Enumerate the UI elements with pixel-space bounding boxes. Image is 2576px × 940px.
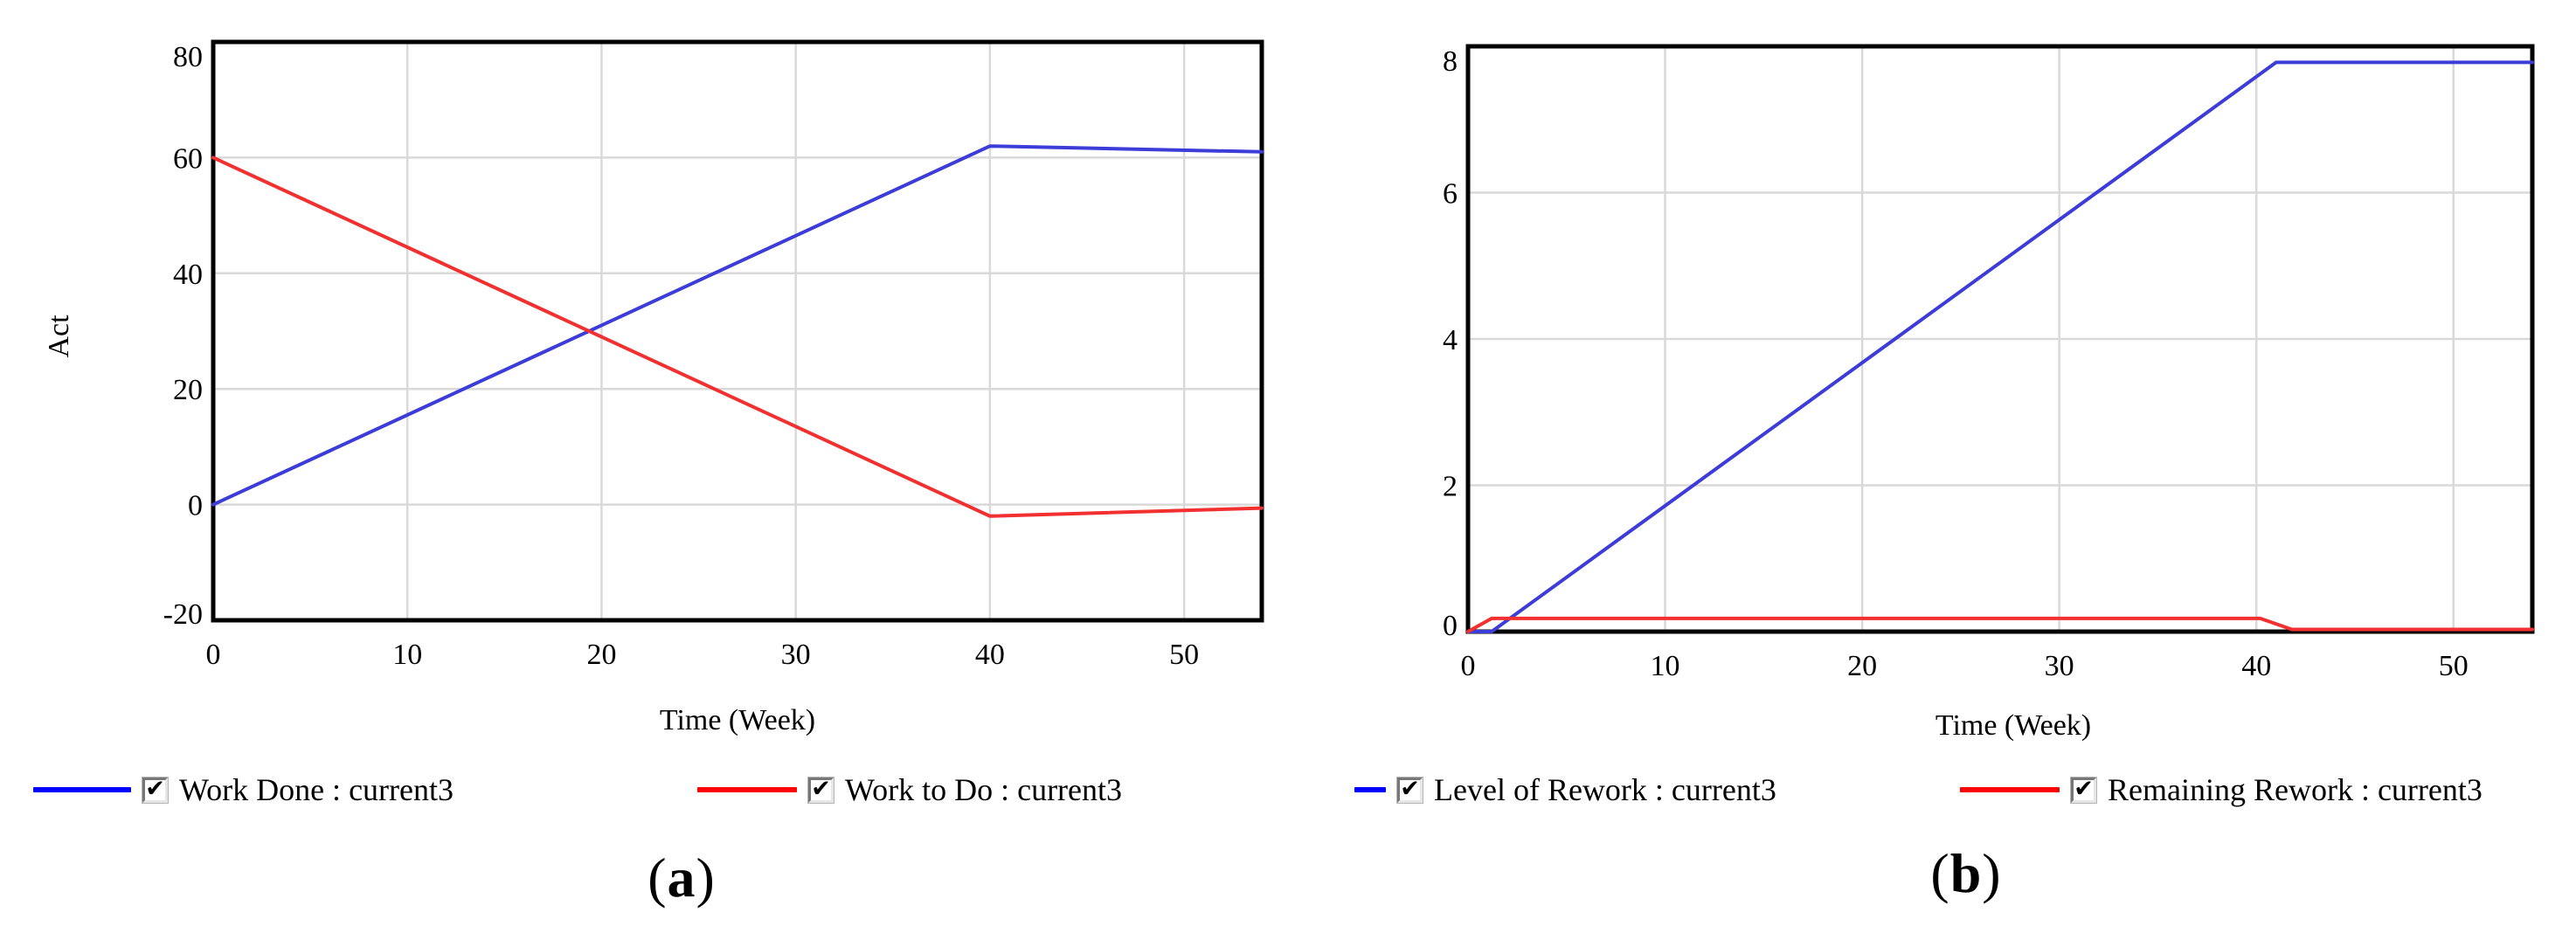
y-tick-label: -20 <box>163 598 203 631</box>
series-line <box>211 144 1264 507</box>
y-tick-label: 20 <box>173 374 203 406</box>
x-tick-label: 20 <box>586 639 616 671</box>
checkmark-icon: ✔ <box>811 775 831 803</box>
y-tick-label: 0 <box>1443 610 1458 642</box>
y-tick-label: 40 <box>173 259 203 291</box>
y-tick-label: 6 <box>1443 178 1458 211</box>
x-tick-label: 0 <box>1461 650 1476 682</box>
x-tick-label: 0 <box>206 639 221 671</box>
x-tick-label: 50 <box>1169 639 1199 671</box>
series-line <box>211 156 1264 518</box>
legend-label: Work to Do : current3 <box>845 772 1123 807</box>
y-tick-label: 8 <box>1443 45 1458 78</box>
legend-checkbox-level-of-rework[interactable]: ✔ <box>1396 775 1423 804</box>
y-tick-label: 4 <box>1443 324 1458 356</box>
legend-entry: ✔ Work Done : current3 <box>33 772 454 807</box>
plot-frame <box>211 39 1264 623</box>
series-line <box>1466 60 2534 633</box>
y-tick-label: 0 <box>188 490 203 522</box>
y-tick-label: 80 <box>173 41 203 73</box>
chart-panel-a: 0 10 20 30 40 50 80 60 40 20 0 -20 Act Time (Week) … <box>33 39 1264 909</box>
x-tick-label: 20 <box>1847 650 1877 682</box>
legend-checkbox-remaining-rework[interactable]: ✔ <box>2070 775 2097 804</box>
legend-entry: ✔ Level of Rework : current3 <box>1354 772 1776 807</box>
legend-checkbox-work-to-do[interactable]: ✔ <box>807 775 834 804</box>
y-axis-title: Act <box>43 314 75 358</box>
y-tick-label: 2 <box>1443 471 1458 503</box>
x-tick-label: 10 <box>1651 650 1680 682</box>
legend-checkbox-work-done[interactable]: ✔ <box>142 775 169 804</box>
x-tick-label: 40 <box>975 639 1005 671</box>
x-tick-label: 10 <box>392 639 422 671</box>
legend-line-remaining-rework <box>1960 787 2060 792</box>
x-tick-label: 30 <box>781 639 811 671</box>
plot-frame <box>1465 44 2535 634</box>
caption-b: (b) <box>1930 842 2002 904</box>
x-tick-label: 50 <box>2439 650 2469 682</box>
caption-a: (a) <box>647 847 716 909</box>
x-tick-label: 30 <box>2045 650 2074 682</box>
x-axis-title: Time (Week) <box>659 704 816 736</box>
legend-entry: ✔ Work to Do : current3 <box>697 772 1123 807</box>
legend-line-work-done <box>33 787 131 792</box>
legend-line-level-of-rework <box>1354 787 1386 792</box>
legend-label: Level of Rework : current3 <box>1434 772 1776 807</box>
x-axis-title: Time (Week) <box>1935 709 2092 742</box>
legend-entry: ✔ Remaining Rework : current3 <box>1960 772 2483 807</box>
checkmark-icon: ✔ <box>1400 775 1420 803</box>
checkmark-icon: ✔ <box>145 775 165 803</box>
legend-label: Remaining Rework : current3 <box>2108 772 2483 807</box>
legend-line-work-to-do <box>697 787 797 792</box>
legend-label: Work Done : current3 <box>179 772 454 807</box>
series-line <box>1466 616 2534 633</box>
x-tick-label: 40 <box>2241 650 2271 682</box>
y-tick-label: 60 <box>173 142 203 175</box>
checkmark-icon: ✔ <box>2074 775 2094 803</box>
chart-panel-b: 0 10 20 30 40 50 8 6 4 2 0 Time (Week) ✔ Level of … <box>1288 0 2576 940</box>
